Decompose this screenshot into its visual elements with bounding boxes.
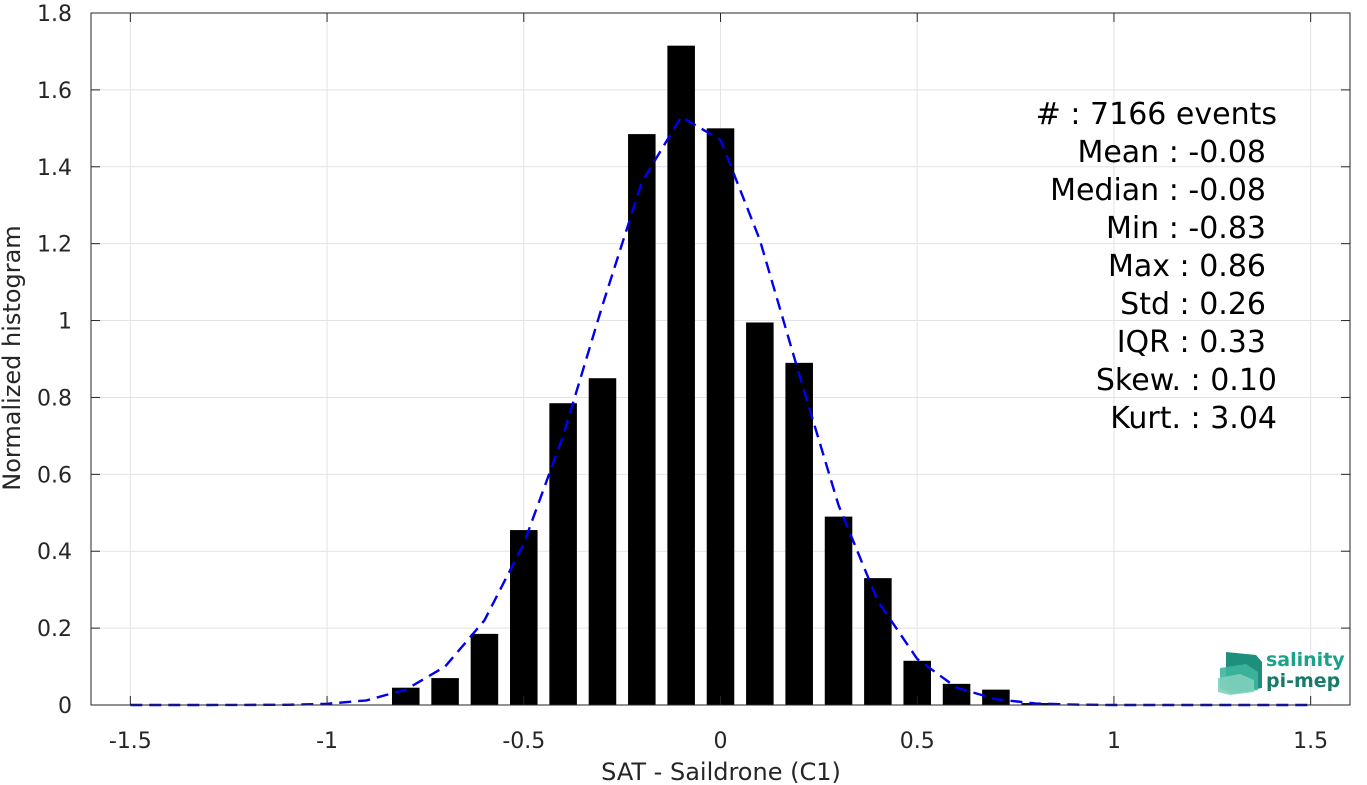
stat-median: Median : -0.08 xyxy=(1050,173,1266,208)
y-tick-label: 0.2 xyxy=(37,617,72,642)
x-tick-label: 1 xyxy=(1107,729,1121,754)
histogram-bar xyxy=(549,403,577,705)
histogram-bar xyxy=(588,378,617,705)
x-tick-label: -1.5 xyxy=(109,729,152,754)
x-tick-label: 1.5 xyxy=(1293,729,1328,754)
y-axis-title: Normalized histogram xyxy=(0,225,26,490)
stat-max: Max : 0.86 xyxy=(1108,249,1266,284)
y-tick-label: 1 xyxy=(58,310,72,335)
stat-events: # : 7166 events xyxy=(1036,97,1277,132)
y-tick-label: 0 xyxy=(58,694,72,719)
y-tick-label: 0.4 xyxy=(37,540,72,565)
x-tick-label: -0.5 xyxy=(502,729,545,754)
wave-icon xyxy=(1218,652,1262,695)
logo-text-salinity: salinity xyxy=(1266,649,1345,671)
stat-mean: Mean : -0.08 xyxy=(1077,135,1266,170)
histogram-bar xyxy=(510,530,538,705)
histogram-bar xyxy=(431,678,459,705)
x-axis-title: SAT - Saildrone (C1) xyxy=(601,758,841,785)
y-tick-label: 1.6 xyxy=(37,79,72,104)
stats-box: # : 7166 events Mean : -0.08 Median : -0… xyxy=(1036,97,1277,436)
y-tick-label: 0.8 xyxy=(37,386,72,411)
histogram-bar xyxy=(667,45,695,705)
histogram-bar xyxy=(864,578,892,705)
histogram-bar xyxy=(628,134,656,706)
logo-text-pimep: pi-mep xyxy=(1266,670,1340,692)
bars xyxy=(391,45,1050,706)
y-tick-label: 1.4 xyxy=(37,156,72,181)
stat-skew: Skew. : 0.10 xyxy=(1096,363,1277,398)
histogram-bar xyxy=(746,322,774,705)
stat-min: Min : -0.83 xyxy=(1106,211,1266,246)
y-tick-label: 1.2 xyxy=(37,233,72,258)
stat-kurt: Kurt. : 3.04 xyxy=(1110,401,1277,436)
x-tick-label: -1 xyxy=(316,729,338,754)
y-tick-label: 0.6 xyxy=(37,463,72,488)
histogram-bar xyxy=(824,516,853,705)
salinity-pimep-logo: salinity pi-mep xyxy=(1218,649,1345,695)
histogram-bar xyxy=(706,128,735,706)
histogram-bar xyxy=(785,362,813,705)
stat-iqr: IQR : 0.33 xyxy=(1117,325,1266,360)
x-tick-label: 0 xyxy=(714,729,728,754)
stat-std: Std : 0.26 xyxy=(1120,287,1266,322)
y-tick-label: 1.8 xyxy=(37,2,72,27)
histogram-bar xyxy=(982,689,1010,705)
x-tick-label: 0.5 xyxy=(900,729,935,754)
axis-ticks: -1.5 -1 -0.5 0 0.5 1 1.5 0 0.2 0.4 0.6 0.8 1 1.2 1.4 1.… xyxy=(37,2,1350,754)
histogram-bar xyxy=(470,633,499,705)
